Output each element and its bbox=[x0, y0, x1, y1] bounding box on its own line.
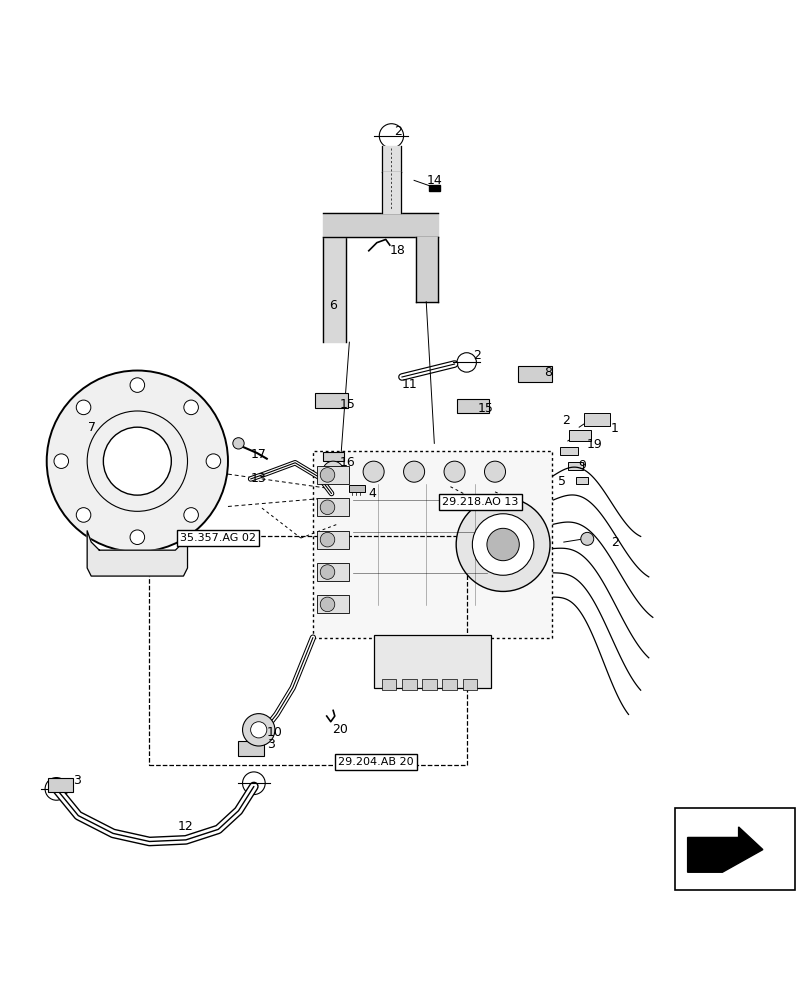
Text: 13: 13 bbox=[251, 472, 266, 485]
Circle shape bbox=[242, 714, 275, 746]
Text: 29.218.AO 13: 29.218.AO 13 bbox=[442, 497, 518, 507]
Bar bbox=[149, 536, 466, 765]
Bar bbox=[238, 741, 264, 756]
Text: 2: 2 bbox=[473, 349, 481, 362]
Circle shape bbox=[403, 461, 424, 482]
Circle shape bbox=[320, 565, 334, 579]
Text: 2: 2 bbox=[561, 414, 569, 427]
Circle shape bbox=[320, 500, 334, 515]
Circle shape bbox=[130, 378, 144, 392]
Text: 17: 17 bbox=[251, 448, 266, 461]
Circle shape bbox=[233, 438, 244, 449]
Bar bbox=[457, 399, 489, 413]
Bar bbox=[517, 366, 551, 382]
Circle shape bbox=[54, 454, 68, 468]
Text: 3: 3 bbox=[73, 774, 80, 787]
Bar bbox=[316, 531, 349, 549]
Bar bbox=[583, 413, 609, 426]
Text: 1: 1 bbox=[610, 422, 618, 435]
Circle shape bbox=[320, 532, 334, 547]
Bar bbox=[316, 466, 349, 484]
Bar bbox=[559, 447, 577, 455]
Text: 4: 4 bbox=[367, 487, 375, 500]
Text: 14: 14 bbox=[426, 174, 442, 187]
Text: 15: 15 bbox=[477, 402, 492, 415]
Bar bbox=[315, 393, 347, 408]
Text: 2: 2 bbox=[393, 125, 401, 138]
Bar bbox=[381, 679, 396, 690]
Circle shape bbox=[320, 468, 334, 482]
Text: 15: 15 bbox=[339, 398, 355, 411]
Circle shape bbox=[47, 371, 228, 552]
Circle shape bbox=[206, 454, 221, 468]
Polygon shape bbox=[687, 827, 762, 872]
Circle shape bbox=[487, 528, 519, 561]
Text: 8: 8 bbox=[543, 366, 551, 379]
Circle shape bbox=[456, 498, 549, 591]
Circle shape bbox=[484, 461, 505, 482]
Circle shape bbox=[76, 508, 91, 522]
Text: 7: 7 bbox=[88, 421, 96, 434]
Bar bbox=[422, 679, 436, 690]
Bar bbox=[567, 462, 582, 470]
Circle shape bbox=[363, 461, 384, 482]
Bar bbox=[569, 430, 590, 441]
Bar bbox=[373, 635, 491, 688]
Circle shape bbox=[251, 722, 267, 738]
Bar bbox=[428, 185, 440, 191]
Text: 18: 18 bbox=[389, 244, 406, 257]
Circle shape bbox=[130, 530, 144, 545]
Bar bbox=[312, 451, 551, 638]
Bar bbox=[316, 498, 349, 516]
Text: 6: 6 bbox=[328, 299, 337, 312]
Bar bbox=[442, 679, 457, 690]
Bar bbox=[401, 679, 416, 690]
Bar bbox=[323, 452, 344, 461]
Bar bbox=[675, 808, 794, 890]
Text: 12: 12 bbox=[178, 820, 194, 833]
Text: 2: 2 bbox=[610, 536, 618, 549]
Circle shape bbox=[320, 597, 334, 612]
Circle shape bbox=[183, 400, 198, 415]
Text: 9: 9 bbox=[577, 459, 586, 472]
Bar bbox=[48, 778, 73, 792]
Circle shape bbox=[183, 508, 198, 522]
Bar bbox=[316, 595, 349, 613]
Text: 5: 5 bbox=[557, 475, 565, 488]
Text: 19: 19 bbox=[586, 438, 602, 451]
Circle shape bbox=[444, 461, 465, 482]
Text: 3: 3 bbox=[267, 738, 274, 751]
Circle shape bbox=[103, 427, 171, 495]
Text: 20: 20 bbox=[332, 723, 347, 736]
Text: 11: 11 bbox=[401, 378, 418, 391]
Bar bbox=[316, 563, 349, 581]
Text: 10: 10 bbox=[267, 726, 282, 739]
Text: 35.357.AG 02: 35.357.AG 02 bbox=[180, 533, 256, 543]
Polygon shape bbox=[87, 531, 187, 576]
Circle shape bbox=[472, 514, 533, 575]
Text: 16: 16 bbox=[340, 456, 355, 469]
Circle shape bbox=[580, 532, 593, 545]
Circle shape bbox=[76, 400, 91, 415]
Bar bbox=[575, 477, 587, 484]
Circle shape bbox=[322, 461, 343, 482]
Text: 29.204.AB 20: 29.204.AB 20 bbox=[338, 757, 414, 767]
Bar bbox=[349, 485, 364, 492]
Bar bbox=[462, 679, 477, 690]
